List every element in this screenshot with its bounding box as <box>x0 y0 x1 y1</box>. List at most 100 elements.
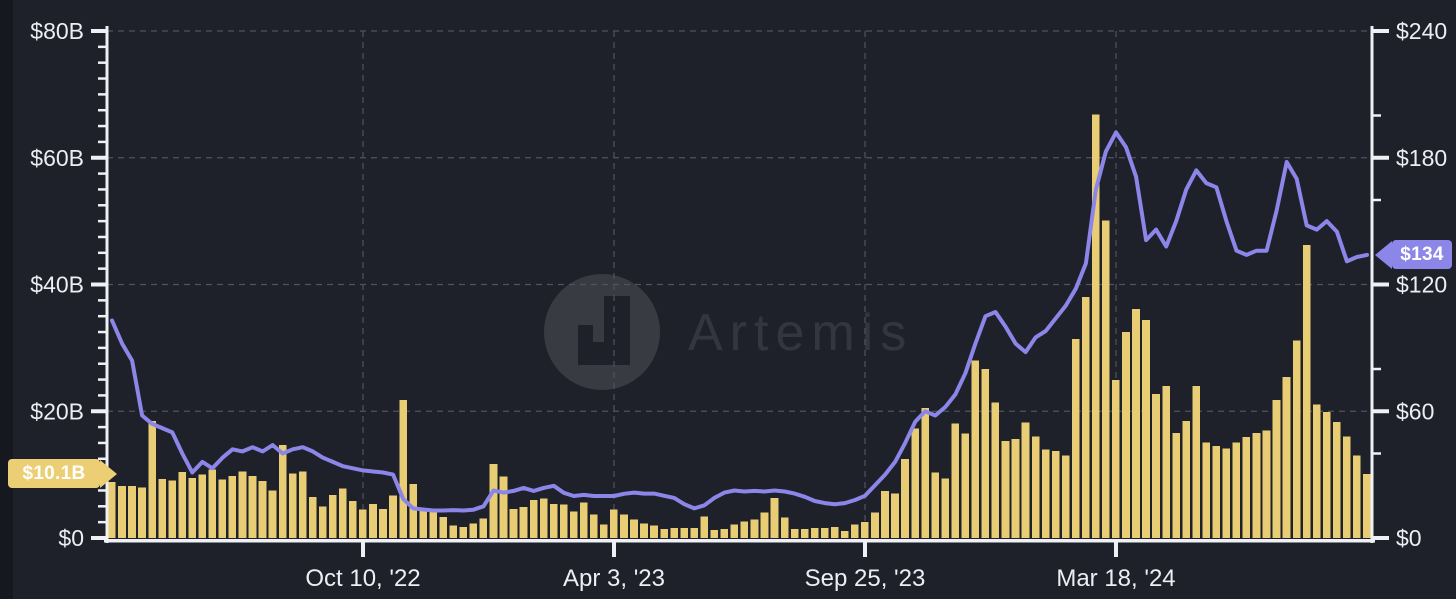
volume-bar[interactable] <box>449 525 458 539</box>
volume-bar[interactable] <box>559 504 568 538</box>
volume-bar[interactable] <box>459 527 468 538</box>
volume-bar[interactable] <box>1202 442 1211 538</box>
volume-bar[interactable] <box>630 519 638 538</box>
volume-bar[interactable] <box>1061 455 1070 538</box>
volume-bar[interactable] <box>369 503 377 538</box>
volume-bar[interactable] <box>1142 319 1150 538</box>
volume-bar[interactable] <box>288 473 297 538</box>
volume-bar[interactable] <box>1342 436 1351 538</box>
volume-bar[interactable] <box>1011 439 1020 538</box>
volume-bar[interactable] <box>1051 451 1060 538</box>
volume-bar[interactable] <box>108 482 116 538</box>
price-line-series[interactable] <box>110 130 1369 513</box>
volume-bar[interactable] <box>800 529 809 538</box>
volume-bar[interactable] <box>1021 422 1030 538</box>
volume-bar[interactable] <box>810 527 819 538</box>
volume-bar[interactable] <box>921 408 929 538</box>
volume-bar[interactable] <box>820 527 829 538</box>
volume-bar[interactable] <box>981 368 990 538</box>
volume-bar[interactable] <box>469 523 478 538</box>
volume-bar[interactable] <box>1102 220 1110 539</box>
volume-bar[interactable] <box>328 494 337 538</box>
volume-bar[interactable] <box>1232 442 1241 538</box>
volume-bar[interactable] <box>861 522 869 538</box>
volume-bar[interactable] <box>841 531 849 538</box>
volume-bar[interactable] <box>1122 332 1130 538</box>
volume-bar[interactable] <box>258 480 267 538</box>
volume-bar[interactable] <box>148 420 156 538</box>
volume-bar[interactable] <box>198 474 207 539</box>
volume-bar[interactable] <box>871 512 879 538</box>
volume-bar[interactable] <box>489 463 498 538</box>
volume-bar[interactable] <box>349 501 357 538</box>
volume-bar[interactable] <box>1222 448 1231 538</box>
volume-bar[interactable] <box>569 511 578 538</box>
volume-bar[interactable] <box>830 527 839 538</box>
volume-bar[interactable] <box>549 503 558 538</box>
volume-bar[interactable] <box>178 472 187 538</box>
volume-bar[interactable] <box>1292 340 1301 538</box>
volume-bar[interactable] <box>710 529 719 538</box>
volume-bar[interactable] <box>379 508 387 538</box>
volume-bar[interactable] <box>409 484 417 538</box>
volume-bar[interactable] <box>991 402 1000 538</box>
volume-bar[interactable] <box>1332 422 1341 538</box>
volume-bar[interactable] <box>1071 339 1080 538</box>
volume-bar[interactable] <box>1252 432 1261 538</box>
volume-bar[interactable] <box>1031 436 1040 538</box>
volume-bar[interactable] <box>429 512 438 538</box>
volume-bar[interactable] <box>730 524 739 538</box>
volume-bar[interactable] <box>208 469 217 539</box>
volume-bar[interactable] <box>600 524 608 538</box>
volume-bar[interactable] <box>650 525 658 539</box>
volume-bar[interactable] <box>479 518 488 538</box>
volume-bar[interactable] <box>1132 309 1140 538</box>
volume-bar[interactable] <box>700 516 709 538</box>
volume-bar[interactable] <box>499 476 508 538</box>
volume-bar[interactable] <box>298 471 307 538</box>
volume-bar[interactable] <box>128 486 136 538</box>
volume-bar[interactable] <box>188 477 197 538</box>
volume-bar[interactable] <box>790 529 799 538</box>
volume-bar[interactable] <box>419 510 427 539</box>
volume-bar[interactable] <box>690 527 699 538</box>
volume-bar[interactable] <box>971 360 980 538</box>
volume-bar[interactable] <box>780 517 789 538</box>
volume-bar[interactable] <box>660 529 668 538</box>
volume-bar[interactable] <box>1282 377 1291 538</box>
volume-bar[interactable] <box>509 508 518 538</box>
volume-bar[interactable] <box>1001 441 1010 538</box>
volume-bar[interactable] <box>590 514 598 538</box>
volume-bar[interactable] <box>1262 430 1271 538</box>
volume-bar[interactable] <box>901 458 909 538</box>
volume-bar[interactable] <box>579 502 588 538</box>
volume-bar[interactable] <box>1172 432 1180 538</box>
volume-bar[interactable] <box>891 493 899 538</box>
volume-bar[interactable] <box>1192 385 1201 538</box>
volume-bar[interactable] <box>1322 411 1331 538</box>
volume-bar[interactable] <box>1363 473 1371 538</box>
volume-bar[interactable] <box>1162 385 1170 538</box>
volume-bar-series[interactable] <box>108 114 1371 539</box>
volume-bar[interactable] <box>720 529 729 538</box>
volume-bar[interactable] <box>851 524 859 538</box>
volume-bar[interactable] <box>399 399 407 538</box>
price-line[interactable] <box>110 130 1369 513</box>
volume-bar[interactable] <box>1312 404 1321 538</box>
volume-bar[interactable] <box>138 487 146 538</box>
volume-bar[interactable] <box>1353 455 1361 538</box>
volume-bar[interactable] <box>740 521 749 538</box>
volume-bar[interactable] <box>670 527 678 538</box>
volume-bar[interactable] <box>439 517 448 538</box>
volume-bar[interactable] <box>1112 380 1120 538</box>
volume-bar[interactable] <box>168 480 176 538</box>
volume-bar[interactable] <box>389 495 397 538</box>
volume-bar[interactable] <box>519 506 528 538</box>
volume-bar[interactable] <box>1242 437 1251 538</box>
volume-bar[interactable] <box>248 475 257 538</box>
volume-bar[interactable] <box>158 479 166 538</box>
volume-bar[interactable] <box>318 506 327 538</box>
volume-bar[interactable] <box>308 496 317 538</box>
volume-bar[interactable] <box>1152 394 1160 538</box>
